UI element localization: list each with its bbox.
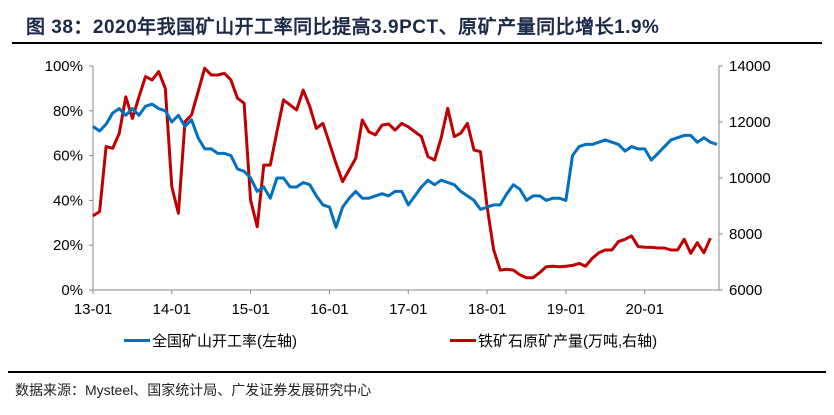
axes [89,65,723,294]
left-y-tick-label: 80% [53,103,83,120]
title-divider [12,42,822,44]
x-tick-label: 20-01 [626,301,664,318]
legend-swatch-red [450,339,476,342]
series-line-operating-rate [92,102,718,229]
series-lines [92,66,718,280]
x-tick-label: 14-01 [153,301,191,318]
legend-item-iron-ore-output: 铁矿石原矿产量(万吨,右轴) [450,330,657,351]
x-tick-label: 18-01 [468,301,506,318]
legend-label: 全国矿山开工率(左轴) [152,333,297,350]
legend-swatch-blue [124,339,150,342]
right-y-tick-label: 6000 [729,282,762,299]
right-y-tick-label: 14000 [729,58,771,75]
x-tick-label: 17-01 [389,301,427,318]
left-y-tick-label: 40% [53,192,83,209]
right-y-tick-label: 8000 [729,226,762,243]
left-y-tick-label: 20% [53,237,83,254]
tick-labels: 0% 20% 40% 60% 80% 100% 6000 8000 10000 12000 1400… [45,58,771,318]
source-divider [8,371,826,373]
left-y-tick-label: 0% [61,282,83,299]
series-line-iron-ore-output [92,66,712,280]
left-y-tick-label: 60% [53,148,83,165]
legend: 全国矿山开工率(左轴) 铁矿石原矿产量(万吨,右轴) [0,330,834,354]
right-y-tick-label: 12000 [729,114,771,131]
legend-item-operating-rate: 全国矿山开工率(左轴) [124,330,297,351]
chart-title: 图 38：2020年我国矿山开工率同比提高3.9PCT、原矿产量同比增长1.9% [26,17,660,38]
x-tick-label: 16-01 [310,301,348,318]
dual-axis-line-chart: 0% 20% 40% 60% 80% 100% 6000 8000 10000 12000 1400… [45,58,771,318]
left-y-tick-label: 100% [45,58,83,75]
source-note: 数据来源：Mysteel、国家统计局、广发证券发展研究中心 [15,382,372,398]
x-tick-label: 13-01 [74,301,112,318]
right-y-tick-label: 10000 [729,170,771,187]
legend-label: 铁矿石原矿产量(万吨,右轴) [478,333,658,350]
x-tick-label: 19-01 [547,301,585,318]
x-tick-label: 15-01 [231,301,269,318]
